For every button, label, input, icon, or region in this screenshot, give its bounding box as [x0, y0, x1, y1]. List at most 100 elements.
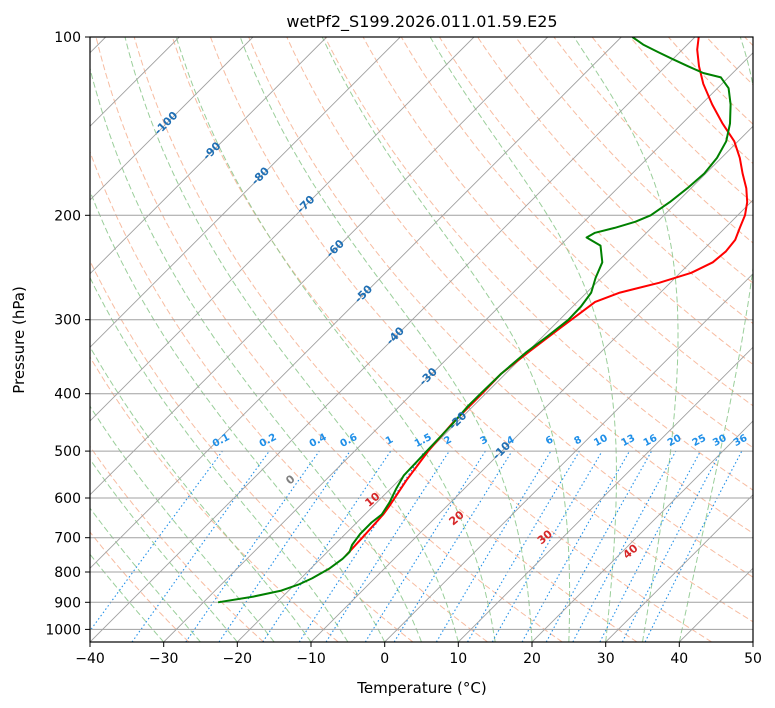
mixing-ratio-line: [644, 450, 743, 642]
mixing-ratio-line: [90, 450, 223, 632]
dry-adiabat-label: 40: [620, 541, 640, 561]
moist-adiabat-line: [90, 276, 349, 642]
dry-adiabat-line: [133, 37, 638, 642]
dry-adiabat-line: [95, 37, 563, 642]
mixing-ratio-line: [131, 450, 270, 642]
mixing-ratio-label: 1: [384, 434, 395, 447]
dry-adiabat-line: [90, 531, 190, 642]
y-tick-label: 700: [54, 531, 81, 547]
isotherm-line: [605, 494, 753, 642]
mixing-ratio-label: 13: [620, 433, 637, 449]
dry-adiabat-label: 10: [362, 490, 382, 510]
x-tick-label: 10: [449, 651, 467, 667]
isotherm-line: [457, 346, 753, 642]
y-tick-label: 600: [54, 491, 81, 507]
isotherm-line: [90, 37, 401, 348]
moist-adiabat-line: [573, 37, 679, 642]
y-tick-label: 800: [54, 565, 81, 581]
isotherm-line: [752, 641, 753, 642]
moist-adiabat-line: [429, 37, 617, 642]
isotherm-line: [90, 37, 475, 422]
mixing-ratio-label: 8: [573, 434, 584, 447]
x-tick-label: 30: [597, 651, 615, 667]
moist-adiabat-line: [90, 346, 312, 642]
x-tick-label: 40: [670, 651, 688, 667]
mixing-ratio-line: [545, 450, 653, 642]
isotherm-label: -30: [417, 365, 440, 388]
moist-adiabat-line: [239, 37, 533, 642]
x-tick-label: 0: [380, 651, 389, 667]
background-lines: [90, 37, 753, 642]
moist-adiabat-line: [124, 37, 459, 642]
y-tick-label: 900: [54, 595, 81, 611]
isotherm-label: -90: [200, 139, 223, 162]
dry-adiabat-line: [706, 37, 753, 86]
mixing-ratio-line: [393, 450, 513, 642]
isotherm-line: [90, 37, 254, 201]
mixing-ratio-line: [521, 450, 630, 642]
moist-adiabat-line: [321, 37, 571, 642]
x-tick-label: −10: [296, 651, 326, 667]
y-tick-label: 400: [54, 387, 81, 403]
y-axis-label: Pressure (hPa): [10, 286, 28, 394]
dry-adiabat-line: [248, 37, 753, 578]
isotherm-line: [678, 567, 753, 642]
y-tick-label: 1000: [45, 622, 81, 638]
dry-adiabat-line: [668, 37, 753, 125]
dry-adiabat-line: [90, 259, 414, 642]
dry-adiabat-line: [210, 37, 753, 623]
profile-lines: [217, 37, 749, 604]
mixing-ratio-label: 4: [505, 434, 516, 447]
isotherm-label: -60: [324, 237, 347, 260]
dry-adiabat-line: [90, 356, 339, 642]
dry-adiabat-line: [515, 37, 753, 284]
isotherm-label: -20: [446, 409, 469, 432]
mixing-ratio-line: [185, 450, 320, 642]
y-tick-label: 500: [54, 444, 81, 460]
dry-adiabat-line: [90, 445, 264, 642]
mixing-ratio-label: 30: [711, 433, 728, 449]
mixing-ratio-label: 10: [592, 433, 609, 449]
mixing-ratio-line: [298, 450, 425, 642]
isotherm-line: [384, 273, 753, 642]
moist-adiabat-line: [90, 405, 275, 642]
isotherm-line: [310, 199, 753, 642]
isotherm-label: -70: [294, 193, 317, 216]
mixing-ratio-line: [262, 450, 392, 642]
dry-adiabat-label: 30: [535, 527, 555, 547]
mixing-ratio-label: 0.4: [308, 432, 329, 450]
mixing-ratio-line: [325, 450, 450, 642]
moist-adiabat-line: [90, 553, 165, 642]
mixing-ratio-label: 3: [479, 434, 490, 447]
moist-adiabat-line: [90, 507, 201, 642]
dry-adiabat-line: [744, 37, 753, 47]
mixing-ratio-line: [467, 450, 580, 642]
y-tick-label: 200: [54, 208, 81, 224]
mixing-ratio-line: [572, 450, 677, 642]
y-tick-label: 100: [54, 30, 81, 46]
mixing-ratio-label: 36: [732, 433, 749, 449]
x-tick-label: −20: [223, 651, 253, 667]
line-labels: -100-90-80-70-60-50-40-30-20-100.1 0.2 0.4…: [152, 109, 750, 562]
mixing-ratio-line: [218, 450, 351, 642]
dry-adiabat-line: [438, 37, 753, 366]
moist-adiabat-line: [175, 37, 496, 642]
moist-adiabat-line: [90, 66, 422, 642]
mixing-ratio-label: 0.2: [258, 432, 279, 450]
mixing-ratio-label: 25: [691, 433, 708, 449]
moist-adiabat-line: [90, 458, 238, 642]
x-tick-label: −40: [75, 651, 105, 667]
isotherm-line: [90, 37, 622, 569]
dry-adiabat-line: [400, 37, 753, 407]
x-tick-label: 50: [744, 651, 762, 667]
mixing-ratio-label: 16: [642, 433, 659, 449]
mixing-ratio-label: 2: [442, 434, 453, 447]
x-tick-label: 20: [523, 651, 541, 667]
x-axis-label: Temperature (°C): [356, 679, 486, 697]
moist-adiabat-line: [678, 37, 753, 642]
isotherm-line: [90, 37, 549, 496]
moist-adiabat-line: [90, 189, 386, 642]
isotherm-line: [236, 125, 753, 642]
mixing-ratio-label: 20: [666, 433, 683, 449]
